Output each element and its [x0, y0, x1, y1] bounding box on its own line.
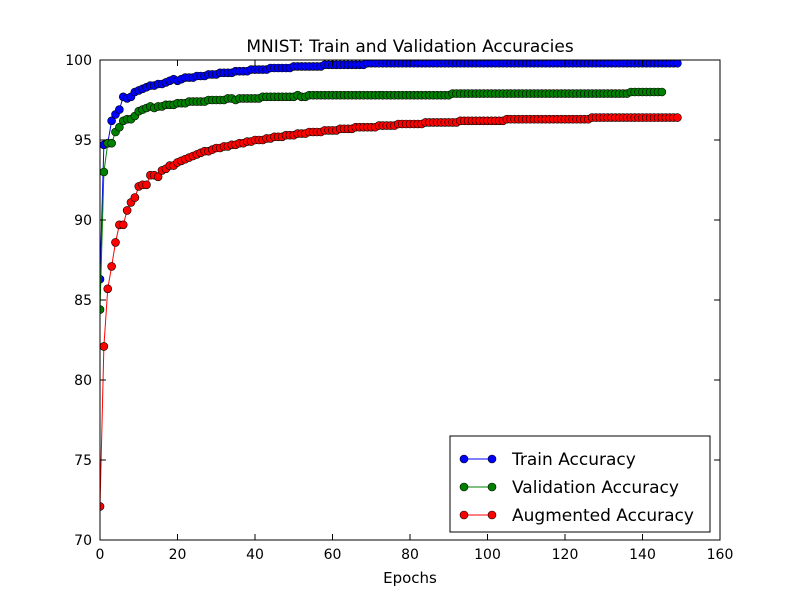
- x-tick-label: 160: [707, 547, 734, 563]
- y-tick-label: 75: [74, 453, 92, 469]
- data-point: [115, 105, 124, 114]
- y-tick-label: 85: [74, 293, 92, 309]
- series-validation-accuracy: [100, 87, 667, 314]
- series-augmented-accuracy: [100, 113, 682, 511]
- data-point: [100, 502, 105, 511]
- plot-area: [100, 60, 682, 511]
- data-point: [107, 262, 116, 271]
- x-tick-label: 100: [474, 547, 501, 563]
- legend-marker: [459, 510, 469, 520]
- legend-item: Augmented Accuracy: [459, 506, 694, 526]
- y-tick-label: 95: [74, 133, 92, 149]
- data-point: [657, 87, 667, 97]
- data-point: [142, 180, 151, 190]
- x-tick-label: 120: [552, 547, 579, 563]
- legend-marker: [459, 482, 469, 492]
- legend-label: Validation Accuracy: [512, 478, 679, 498]
- data-point: [103, 284, 113, 294]
- legend-marker: [487, 510, 497, 520]
- data-point: [107, 116, 116, 126]
- x-axis-label: Epochs: [383, 569, 437, 587]
- data-point: [130, 193, 140, 202]
- data-point: [153, 172, 163, 182]
- x-tick-label: 60: [324, 547, 342, 563]
- series-train-accuracy: [100, 60, 682, 284]
- legend-marker: [487, 482, 497, 492]
- data-point: [100, 342, 109, 351]
- y-tick-label: 100: [65, 53, 92, 69]
- legend-marker: [459, 454, 469, 464]
- x-tick-label: 140: [629, 547, 656, 563]
- x-tick-label: 40: [246, 547, 264, 563]
- data-point: [100, 305, 105, 314]
- data-point: [115, 122, 124, 132]
- data-point: [118, 220, 128, 230]
- data-point: [673, 60, 682, 68]
- y-tick-label: 80: [74, 373, 92, 389]
- x-tick-label: 80: [401, 547, 419, 563]
- data-point: [673, 113, 682, 122]
- data-point: [107, 138, 116, 148]
- legend-label: Train Accuracy: [511, 450, 636, 470]
- legend-item: Validation Accuracy: [459, 478, 679, 498]
- legend-marker: [487, 454, 497, 464]
- legend-label: Augmented Accuracy: [512, 506, 694, 526]
- x-tick-label: 20: [169, 547, 187, 563]
- y-tick-label: 90: [74, 213, 92, 229]
- x-tick-label: 0: [96, 547, 105, 563]
- x-axis: 0 20 40 60 80 100 120 140 160: [96, 60, 734, 563]
- data-point: [122, 206, 132, 215]
- legend-item: Train Accuracy: [459, 450, 636, 470]
- y-tick-label: 70: [74, 533, 92, 549]
- chart-title: MNIST: Train and Validation Accuracies: [246, 37, 574, 57]
- data-point: [100, 167, 109, 177]
- y-axis: 70 75 80 85 90 95 100: [65, 53, 720, 549]
- data-point: [111, 238, 120, 247]
- legend: Train Accuracy Validation Accuracy Augment…: [449, 435, 711, 533]
